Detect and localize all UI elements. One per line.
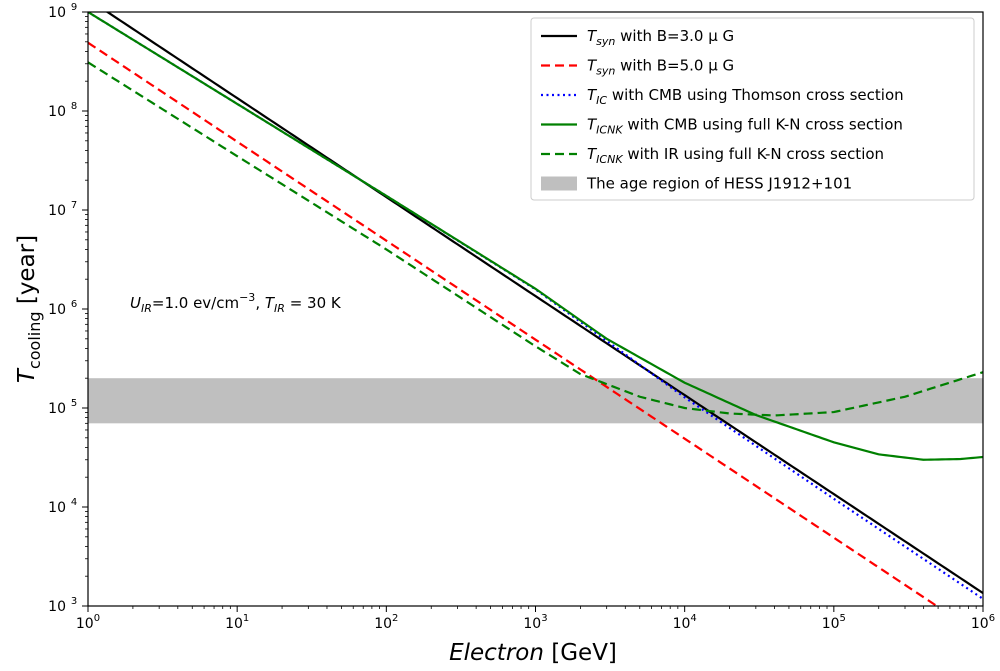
legend-label-4: TICNK with CMB using full K-N cross sect… <box>587 116 903 137</box>
y-tick-label: 10 7 <box>48 200 77 219</box>
legend-items: Tsyn with B=3.0 μ G Tsyn with B=5.0 μ G TI… <box>541 27 904 193</box>
series-line-1 <box>105 12 983 595</box>
series-line-2 <box>88 41 939 606</box>
y-axis-title-sub: cooling <box>25 311 44 369</box>
annot-t-main: T <box>265 294 276 312</box>
x-tick-label: 102 <box>374 613 398 632</box>
y-axis-title: Tcooling [year] <box>14 235 44 383</box>
series-line-4 <box>88 12 983 461</box>
legend-label-1: Tsyn with B=3.0 μ G <box>587 27 734 48</box>
y-tick-label: 10 5 <box>48 398 77 417</box>
band-layer <box>88 378 983 424</box>
annot-sep: , <box>255 294 265 312</box>
legend-frame <box>530 17 975 201</box>
y-tick-label: 10 3 <box>48 596 77 615</box>
annot-t-sub: IR <box>274 302 285 315</box>
legend-label-5: TICNK with IR using full K-N cross secti… <box>587 145 884 166</box>
series-layer <box>88 12 983 606</box>
legend-band-swatch <box>541 176 577 191</box>
x-axis-title: Electron [GeV] <box>449 640 617 666</box>
y-tick-label: 10 6 <box>48 299 77 318</box>
series-line-3 <box>88 12 983 600</box>
y-tick-label: 10 8 <box>48 101 77 120</box>
x-tick-label: 106 <box>971 613 995 632</box>
annot-u-sub: IR <box>141 302 152 315</box>
annot-t-rest: = 30 K <box>285 294 342 312</box>
annot-u-rest: =1.0 ev/cm <box>152 294 239 312</box>
x-axis-title-unit: [GeV] <box>544 640 617 666</box>
tick-layer: 100 101 102 103 104 105 106 10 3 10 4 10 5 10 6 10 7 10 8 1… <box>48 2 995 632</box>
legend-label-3: TIC with CMB using Thomson cross section <box>587 86 904 107</box>
annot-u-sup: −3 <box>239 291 255 304</box>
legend: Tsyn with B=3.0 μ G Tsyn with B=5.0 μ G TI… <box>530 17 975 201</box>
x-tick-label: 100 <box>76 613 100 632</box>
y-tick-label: 10 9 <box>48 2 77 21</box>
y-tick-label: 10 4 <box>48 497 77 516</box>
series-line-5 <box>88 61 983 417</box>
annot-u-main: U <box>130 294 141 312</box>
x-axis-title-italic: Electron <box>449 640 544 666</box>
x-tick-label: 104 <box>673 613 697 632</box>
x-tick-label: 105 <box>822 613 846 632</box>
y-axis-title-unit: [year] <box>14 235 40 312</box>
y-axis-title-main: T <box>14 367 40 383</box>
x-tick-label: 103 <box>523 613 547 632</box>
legend-band-label: The age region of HESS J1912+101 <box>586 175 852 193</box>
age-region-band <box>88 378 983 424</box>
ir-annotation: UIR=1.0 ev/cm−3, TIR = 30 K <box>130 291 342 315</box>
legend-label-2: Tsyn with B=5.0 μ G <box>587 57 734 78</box>
x-tick-label: 101 <box>225 613 249 632</box>
